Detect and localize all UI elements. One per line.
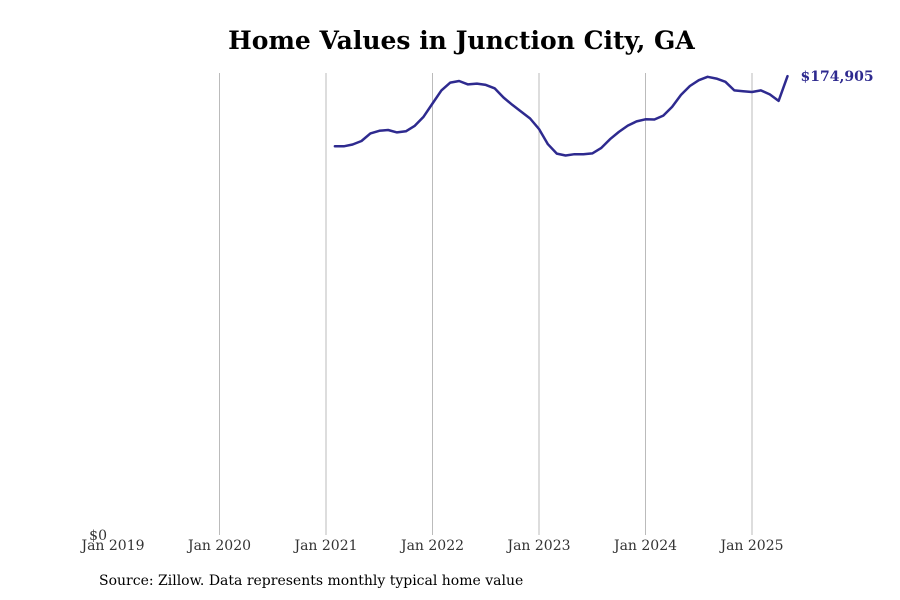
series-layer: $174,905: [333, 69, 874, 157]
x-tick-label: Jan 2025: [718, 538, 783, 554]
axis-labels: Jan 2019 Jan 2020 Jan 2021 Jan 2022 Jan 2023…: [79, 528, 783, 554]
vertical-gridlines: [219, 73, 753, 535]
x-tick-label: Jan 2024: [612, 538, 677, 554]
x-tick-label: Jan 2023: [505, 538, 570, 554]
x-tick-label: Jan 2020: [186, 538, 251, 554]
end-value-label: $174,905: [801, 69, 874, 85]
source-note: Source: Zillow. Data represents monthly …: [99, 573, 524, 589]
x-tick-label: Jan 2019: [79, 538, 144, 554]
y-tick-label: $0: [89, 528, 107, 544]
chart-title: Home Values in Junction City, GA: [228, 26, 695, 55]
x-tick-label: Jan 2022: [399, 538, 464, 554]
home-value-line: [333, 74, 789, 157]
x-tick-label: Jan 2021: [292, 538, 357, 554]
